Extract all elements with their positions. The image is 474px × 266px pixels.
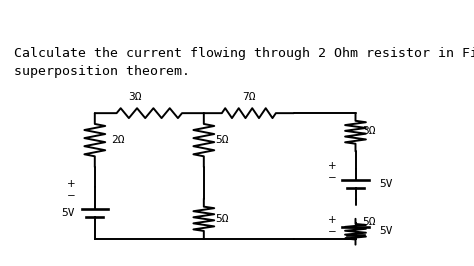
Text: +: + [67,179,76,189]
Text: 3Ω: 3Ω [128,92,142,102]
Text: 5V: 5V [62,208,75,218]
Text: 7Ω: 7Ω [242,92,255,102]
Text: 5Ω: 5Ω [363,217,376,227]
Text: −: − [328,173,337,183]
Text: superposition theorem.: superposition theorem. [14,65,190,78]
Text: 5V: 5V [379,179,392,189]
Text: 5Ω: 5Ω [216,135,229,145]
Text: 2Ω: 2Ω [111,135,125,145]
Text: 3Ω: 3Ω [363,126,376,136]
Text: 5V: 5V [379,226,392,236]
Text: SUPERPOSITION THEOREM: SUPERPOSITION THEOREM [30,7,444,35]
Text: 5Ω: 5Ω [216,214,229,224]
Text: +: + [328,161,337,171]
Text: +: + [328,215,337,225]
Text: −: − [67,191,76,201]
Text: −: − [328,227,337,237]
Text: Calculate the current flowing through 2 Ohm resistor in Fig. by using: Calculate the current flowing through 2 … [14,47,474,60]
